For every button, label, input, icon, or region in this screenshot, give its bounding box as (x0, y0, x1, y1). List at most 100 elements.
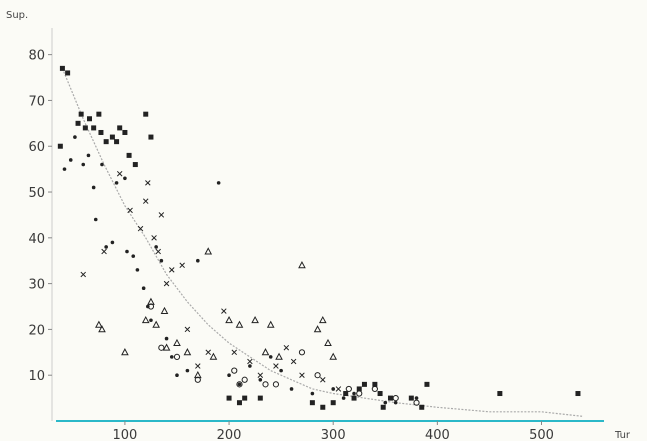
data-point-triangle (173, 338, 181, 347)
data-point-square (86, 116, 92, 122)
data-point-square (114, 139, 120, 145)
data-point-square (148, 134, 154, 140)
data-point-dot (196, 258, 200, 263)
data-point-triangle (266, 320, 275, 328)
data-point-square (575, 391, 581, 397)
data-point-triangle (329, 352, 338, 360)
data-point-dot (104, 245, 108, 249)
x-tick-label: 500 (529, 428, 554, 441)
data-point-open-circle (392, 395, 399, 402)
data-point-open-circle (236, 381, 243, 388)
data-point-dot (331, 387, 336, 391)
data-point-square (122, 129, 128, 135)
data-point-triangle (318, 315, 327, 324)
data-point-square (309, 400, 315, 406)
data-point-cross (80, 271, 86, 278)
y-axis-title: Sup. (6, 10, 28, 21)
data-point-square (361, 381, 367, 387)
data-point-square (242, 395, 248, 401)
data-point-dot (68, 158, 73, 162)
data-point-square (377, 391, 383, 397)
x-tick-label: 200 (217, 428, 242, 441)
data-point-square (343, 391, 349, 397)
data-point-triangle (162, 343, 171, 351)
data-point-dot (175, 373, 179, 378)
fit-curve (61, 68, 584, 417)
data-point-square (65, 70, 71, 76)
data-point-open-circle (371, 385, 378, 393)
data-point-dot (258, 377, 263, 382)
data-point-dot (169, 355, 174, 359)
data-point-dot (114, 181, 119, 185)
data-point-square (91, 125, 97, 131)
data-point-dot (131, 254, 136, 258)
y-tick-label: 70 (28, 94, 45, 109)
data-point-square (356, 386, 362, 392)
data-point-dot (383, 400, 388, 405)
data-point-square (59, 65, 65, 71)
data-point-dot (185, 368, 190, 373)
data-point-square (380, 404, 386, 410)
data-point-triangle (324, 338, 332, 347)
data-point-triangle (251, 315, 259, 324)
data-point-dot (216, 181, 221, 185)
data-point-triangle (98, 325, 106, 333)
data-point-dot (154, 245, 158, 249)
data-point-dot (310, 391, 315, 396)
data-point-square (96, 111, 102, 117)
data-point-dot (393, 400, 398, 405)
data-point-dot (149, 318, 153, 323)
data-point-triangle (209, 352, 218, 360)
data-point-open-circle (413, 399, 420, 406)
data-point-cross (290, 358, 297, 365)
data-point-triangle (160, 306, 169, 314)
data-point-open-circle (298, 349, 306, 356)
data-point-triangle (313, 325, 322, 333)
data-point-dot (86, 153, 91, 158)
data-point-open-circle (231, 367, 238, 374)
data-point-cross (320, 377, 326, 383)
data-point-square (132, 162, 138, 168)
data-point-dot (248, 364, 252, 368)
y-tick-label: 10 (28, 369, 45, 384)
data-point-square (126, 152, 132, 158)
data-point-dot (110, 240, 115, 245)
data-point-dot (123, 176, 127, 181)
data-point-cross (221, 308, 227, 314)
data-point-square (98, 129, 104, 135)
data-points-group (57, 65, 581, 410)
data-point-square (103, 139, 109, 145)
data-point-square (78, 111, 84, 117)
data-point-open-circle (356, 390, 363, 397)
data-point-open-circle (173, 353, 181, 360)
data-point-dot (93, 217, 98, 222)
data-point-cross (163, 280, 170, 287)
data-point-dot (141, 286, 146, 290)
data-point-cross (257, 372, 264, 378)
data-point-dot (91, 185, 96, 190)
x-tick-label: 400 (425, 428, 450, 441)
x-axis-title: Tur (614, 430, 631, 441)
data-point-open-circle (272, 381, 280, 388)
data-point-square (117, 125, 123, 131)
data-point-open-circle (194, 376, 201, 383)
data-point-triangle (141, 315, 150, 324)
data-point-dot (159, 258, 164, 263)
data-point-square (75, 120, 81, 126)
data-point-square (320, 404, 326, 410)
data-point-dot (227, 373, 231, 378)
data-point-triangle (121, 348, 129, 356)
data-point-cross (335, 386, 342, 392)
data-point-triangle (152, 320, 160, 328)
y-tick-label: 20 (28, 323, 45, 338)
data-point-square (257, 395, 263, 401)
data-point-square (497, 391, 503, 397)
data-point-square (387, 395, 393, 401)
data-point-dot (73, 135, 77, 139)
data-point-square (82, 125, 88, 131)
data-point-cross (231, 349, 238, 356)
data-point-cross (184, 326, 191, 333)
data-point-open-circle (158, 344, 165, 351)
data-point-dot (352, 391, 356, 396)
